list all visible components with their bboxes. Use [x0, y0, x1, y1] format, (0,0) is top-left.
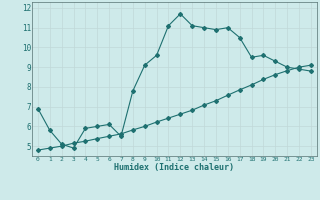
X-axis label: Humidex (Indice chaleur): Humidex (Indice chaleur) — [115, 163, 234, 172]
